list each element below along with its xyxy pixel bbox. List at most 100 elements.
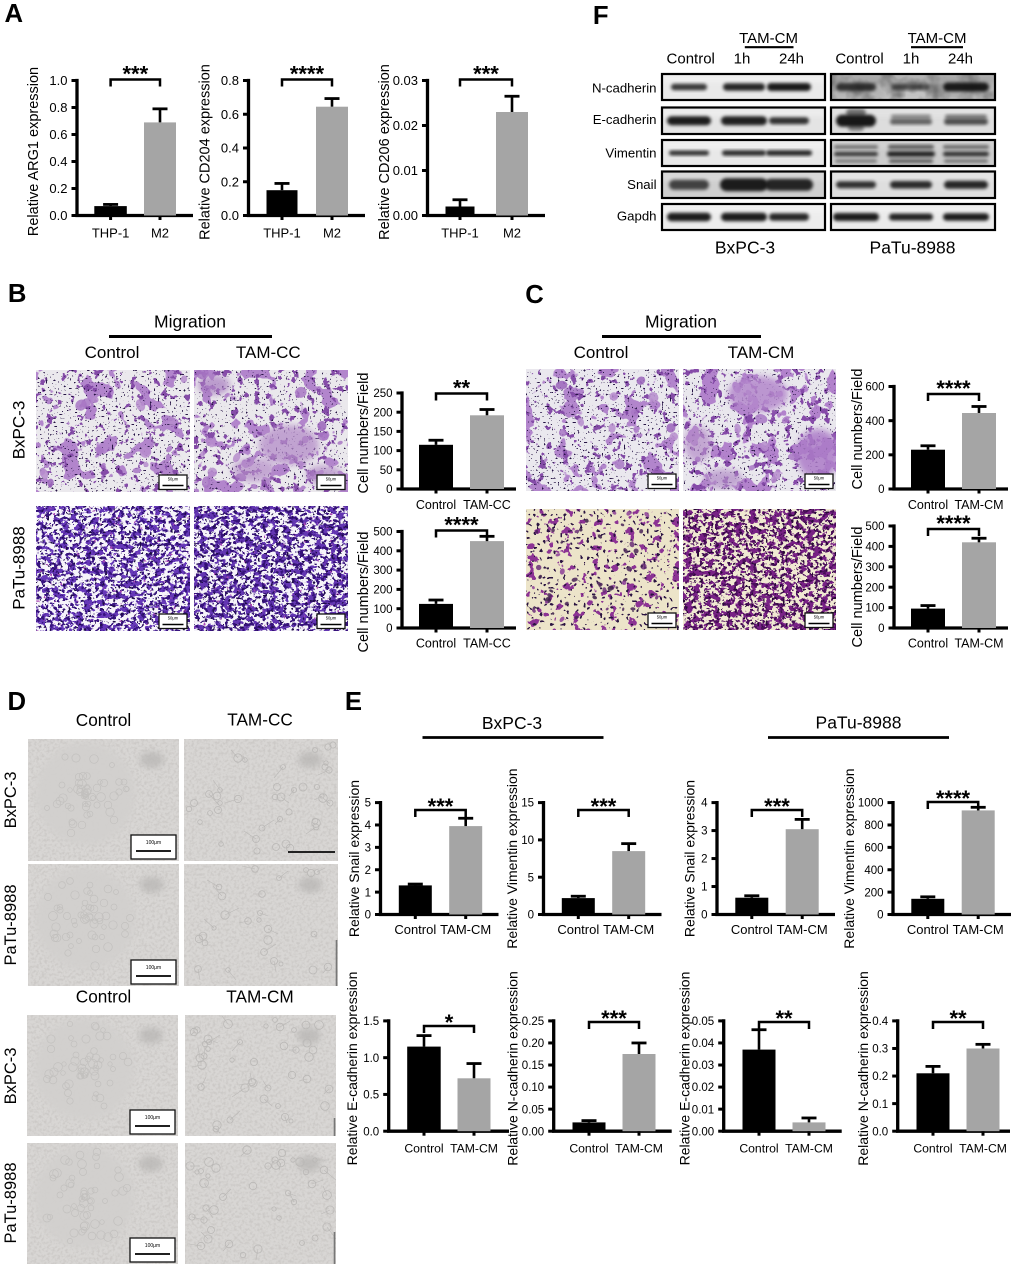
svg-text:****: **** [936, 786, 971, 811]
svg-text:0.6: 0.6 [49, 127, 67, 142]
svg-text:0: 0 [701, 910, 707, 922]
svg-text:Control: Control [76, 986, 131, 1006]
svg-text:0.0: 0.0 [363, 1126, 379, 1138]
svg-text:0: 0 [877, 910, 883, 922]
svg-text:TAM-CC: TAM-CC [227, 710, 293, 730]
svg-text:***: *** [428, 794, 454, 819]
svg-text:PaTu-8988: PaTu-8988 [10, 526, 29, 609]
svg-text:0: 0 [386, 623, 392, 635]
svg-text:50μm: 50μm [168, 616, 179, 621]
svg-text:3: 3 [365, 843, 371, 855]
svg-text:E: E [345, 688, 362, 716]
svg-text:0.10: 0.10 [522, 1082, 544, 1094]
svg-text:TAM-CM: TAM-CM [603, 922, 654, 937]
svg-text:TAM-CM: TAM-CM [785, 1142, 833, 1156]
svg-text:***: *** [122, 62, 148, 87]
svg-text:0.4: 0.4 [872, 1016, 889, 1028]
svg-text:TAM-CM: TAM-CM [440, 922, 491, 937]
svg-text:0.3: 0.3 [872, 1044, 888, 1056]
svg-text:Control: Control [569, 1142, 608, 1156]
svg-text:Relative CD206 expression: Relative CD206 expression [377, 64, 393, 240]
svg-text:1.0: 1.0 [49, 73, 67, 88]
svg-text:50μm: 50μm [814, 615, 825, 620]
svg-text:0.2: 0.2 [872, 1071, 888, 1083]
svg-text:250: 250 [373, 388, 392, 400]
svg-text:PaTu-8988: PaTu-8988 [870, 237, 956, 257]
svg-text:0.15: 0.15 [522, 1060, 544, 1072]
svg-text:BxPC-3: BxPC-3 [482, 713, 542, 733]
svg-text:THP-1: THP-1 [92, 226, 130, 241]
svg-text:300: 300 [373, 565, 392, 577]
svg-text:1h: 1h [903, 51, 920, 68]
svg-text:E-cadherin: E-cadherin [593, 112, 657, 127]
svg-text:**: ** [775, 1006, 793, 1031]
svg-text:0.20: 0.20 [522, 1038, 544, 1050]
svg-text:BxPC-3: BxPC-3 [715, 237, 775, 257]
svg-text:0: 0 [528, 910, 534, 922]
svg-text:Migration: Migration [154, 312, 226, 332]
svg-text:0.4: 0.4 [49, 154, 67, 169]
svg-text:15: 15 [521, 798, 534, 810]
svg-text:400: 400 [373, 546, 392, 558]
svg-text:50μm: 50μm [326, 477, 337, 482]
svg-text:Control: Control [557, 922, 599, 937]
svg-text:***: *** [601, 1006, 627, 1031]
svg-text:200: 200 [373, 585, 392, 597]
svg-text:Relative CD204 expression: Relative CD204 expression [198, 64, 214, 240]
svg-text:TAM-CM: TAM-CM [728, 343, 795, 362]
svg-text:M2: M2 [151, 226, 169, 241]
svg-text:Control: Control [908, 637, 948, 651]
svg-text:0.02: 0.02 [393, 118, 418, 133]
svg-text:Control: Control [731, 922, 773, 937]
svg-text:TAM-CM: TAM-CM [615, 1142, 663, 1156]
svg-text:Cell numbers/Field: Cell numbers/Field [850, 527, 866, 648]
svg-text:50μm: 50μm [326, 616, 337, 621]
svg-text:200: 200 [865, 450, 884, 462]
svg-text:TAM-CM: TAM-CM [739, 30, 798, 47]
svg-text:*: * [445, 1010, 454, 1035]
svg-text:0.02: 0.02 [692, 1082, 714, 1094]
svg-text:1: 1 [365, 887, 371, 899]
svg-text:800: 800 [864, 820, 883, 832]
svg-text:Relative Vimentin expression: Relative Vimentin expression [841, 768, 857, 948]
svg-text:Cell numbers/Field: Cell numbers/Field [356, 373, 372, 494]
svg-text:Control: Control [574, 343, 629, 362]
svg-text:****: **** [936, 376, 971, 401]
svg-text:600: 600 [864, 843, 883, 855]
svg-text:100μm: 100μm [145, 1243, 160, 1249]
svg-text:0.00: 0.00 [692, 1126, 714, 1138]
svg-text:100μm: 100μm [145, 1115, 160, 1121]
svg-text:****: **** [936, 511, 971, 536]
svg-text:Relative E-cadherin expression: Relative E-cadherin expression [344, 972, 360, 1166]
svg-text:400: 400 [865, 416, 884, 428]
svg-text:Relative Snail expression: Relative Snail expression [346, 780, 362, 937]
svg-text:****: **** [444, 513, 479, 538]
svg-text:TAM-CM: TAM-CM [450, 1142, 498, 1156]
svg-text:Snail: Snail [627, 177, 656, 192]
svg-text:Control: Control [908, 498, 948, 512]
svg-text:F: F [593, 2, 609, 30]
svg-text:Control: Control [907, 922, 949, 937]
svg-text:0: 0 [386, 484, 392, 496]
svg-text:300: 300 [865, 562, 884, 574]
svg-text:100: 100 [865, 603, 884, 615]
svg-text:Cell numbers/Field: Cell numbers/Field [356, 532, 372, 653]
svg-text:Control: Control [416, 637, 456, 651]
svg-text:0.00: 0.00 [393, 208, 418, 223]
svg-text:0.05: 0.05 [522, 1104, 544, 1116]
svg-text:200: 200 [373, 407, 392, 419]
svg-text:BxPC-3: BxPC-3 [10, 401, 29, 460]
svg-text:TAM-CC: TAM-CC [463, 637, 511, 651]
svg-text:0.0: 0.0 [49, 208, 67, 223]
svg-text:TAM-CM: TAM-CM [777, 922, 828, 937]
svg-text:1: 1 [701, 882, 707, 894]
svg-text:Cell numbers/Field: Cell numbers/Field [850, 369, 866, 490]
svg-text:****: **** [290, 62, 325, 87]
svg-text:0.0: 0.0 [872, 1126, 888, 1138]
svg-text:Relative Snail expression: Relative Snail expression [682, 780, 698, 937]
svg-text:TAM-CM: TAM-CM [959, 1142, 1007, 1156]
svg-text:***: *** [473, 62, 499, 87]
svg-text:Control: Control [667, 51, 715, 68]
svg-text:0.8: 0.8 [49, 100, 67, 115]
svg-text:200: 200 [864, 887, 883, 899]
